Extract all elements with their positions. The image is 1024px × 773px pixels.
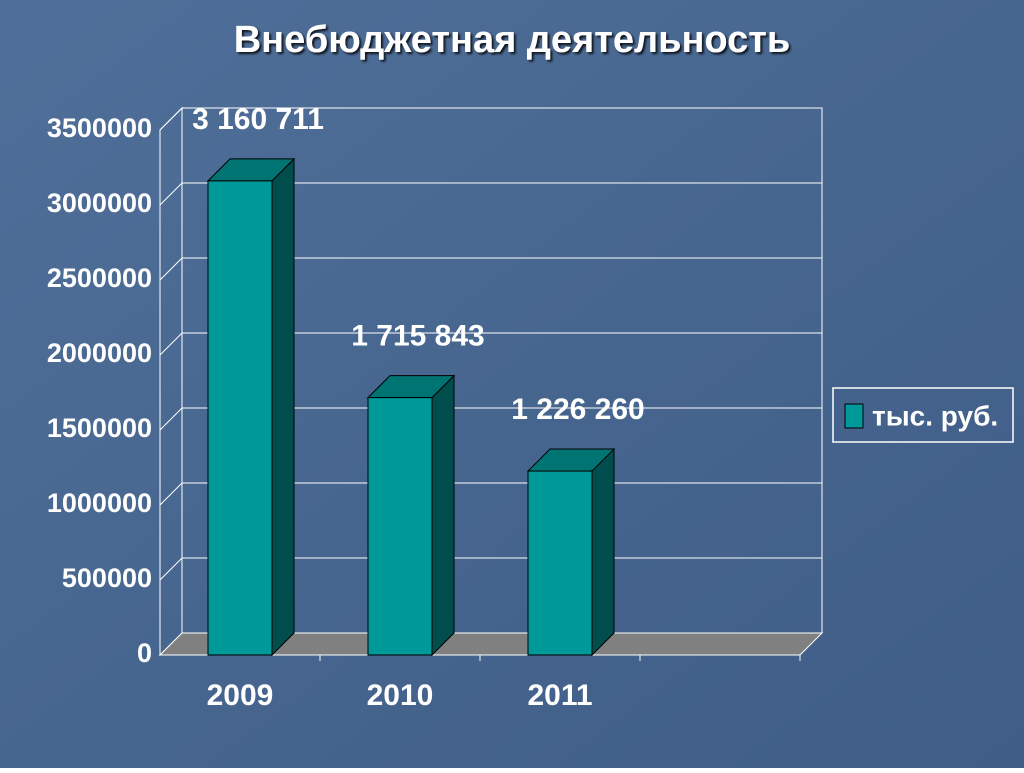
x-tick-label: 2011 (527, 679, 592, 712)
legend-swatch (844, 403, 864, 429)
y-tick-label: 1500000 (47, 413, 152, 443)
bar-side (271, 157, 295, 657)
x-tick-label: 2010 (367, 679, 434, 712)
bar-front (207, 180, 273, 656)
y-tick-label: 0 (137, 638, 152, 668)
y-tick-label: 2000000 (47, 338, 152, 368)
grid-line (159, 332, 822, 356)
value-label: 3 160 711 (192, 103, 324, 136)
bar-side (431, 374, 455, 657)
value-label: 1 226 260 (511, 393, 644, 426)
y-tick-label: 500000 (62, 563, 152, 593)
bar-side (591, 447, 615, 657)
grid-line (159, 182, 822, 206)
bar (366, 374, 456, 657)
value-label: 1 715 843 (351, 320, 484, 353)
bar (526, 447, 616, 657)
grid-line (159, 257, 822, 281)
legend-box (832, 387, 1014, 443)
legend-label: тыс. руб. (872, 400, 998, 431)
bar-front (367, 397, 433, 656)
y-tick-label: 3000000 (47, 188, 152, 218)
y-tick-label: 2500000 (47, 263, 152, 293)
y-tick-label: 3500000 (47, 113, 152, 143)
chart-title: Внебюджетная деятельность (234, 19, 791, 61)
bar (206, 157, 296, 657)
legend: тыс. руб. (832, 387, 1014, 443)
grid-line (159, 407, 822, 431)
x-tick-label: 2009 (207, 679, 274, 712)
bar-front (527, 470, 593, 656)
y-tick-label: 1000000 (47, 488, 152, 518)
grid-line (159, 107, 822, 131)
plot: 0 500000 1000000 1500000 2000000 2500000 30000… (47, 103, 824, 712)
